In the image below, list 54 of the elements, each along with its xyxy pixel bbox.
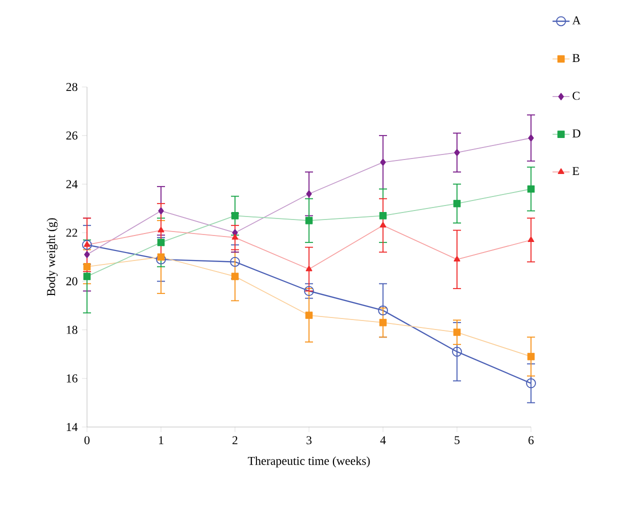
y-tick-label: 20 bbox=[66, 277, 78, 286]
x-tick-label: 1 bbox=[159, 436, 164, 444]
point bbox=[528, 236, 534, 242]
point bbox=[454, 148, 460, 156]
legend-label: C bbox=[572, 92, 580, 100]
point bbox=[527, 185, 535, 193]
point bbox=[232, 234, 238, 240]
point bbox=[231, 212, 239, 220]
point bbox=[306, 190, 312, 198]
point bbox=[380, 222, 386, 228]
point bbox=[452, 346, 462, 357]
point bbox=[157, 238, 165, 246]
point bbox=[158, 207, 164, 215]
point bbox=[158, 226, 164, 232]
point bbox=[453, 200, 461, 208]
x-tick-label: 6 bbox=[528, 436, 534, 444]
x-tick-label: 5 bbox=[454, 436, 460, 444]
legend-label: B bbox=[572, 54, 580, 62]
legend-label: E bbox=[572, 167, 579, 175]
y-tick-label: 18 bbox=[66, 326, 78, 334]
x-tick-label: 4 bbox=[380, 436, 386, 444]
point bbox=[84, 250, 90, 258]
point bbox=[380, 158, 386, 166]
y-tick-label: 14 bbox=[66, 423, 78, 431]
point bbox=[379, 318, 387, 326]
y-tick-label: 26 bbox=[66, 132, 78, 140]
point bbox=[230, 256, 240, 267]
x-tick-label: 3 bbox=[306, 436, 312, 444]
point bbox=[527, 352, 535, 360]
point bbox=[306, 265, 312, 272]
legend-label: A bbox=[572, 16, 581, 24]
legend-label: D bbox=[572, 129, 580, 138]
y-tick-label: 24 bbox=[66, 180, 78, 188]
point bbox=[304, 286, 314, 296]
x-axis-title: Therapeutic time (weeks) bbox=[248, 456, 370, 468]
y-tick-label: 22 bbox=[66, 228, 78, 237]
point bbox=[526, 378, 536, 388]
point bbox=[305, 312, 313, 319]
point bbox=[453, 328, 461, 336]
point bbox=[379, 212, 387, 220]
point bbox=[83, 263, 91, 270]
point bbox=[454, 256, 460, 262]
point bbox=[231, 272, 239, 280]
point bbox=[528, 134, 534, 142]
point bbox=[305, 216, 313, 224]
x-tick-label: 0 bbox=[84, 436, 90, 444]
y-tick-label: 28 bbox=[66, 82, 78, 92]
point bbox=[378, 305, 388, 316]
point bbox=[83, 272, 91, 280]
y-tick-label: 16 bbox=[66, 374, 78, 382]
point bbox=[157, 253, 165, 261]
x-tick-label: 2 bbox=[232, 436, 238, 444]
point bbox=[82, 240, 92, 250]
y-axis-title: Body weight (g) bbox=[46, 218, 58, 296]
